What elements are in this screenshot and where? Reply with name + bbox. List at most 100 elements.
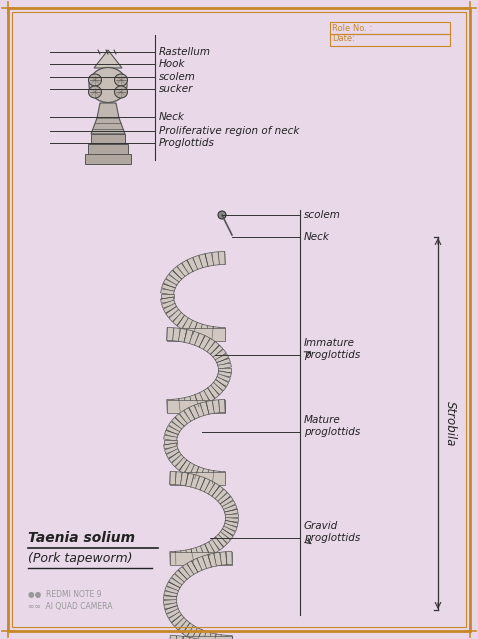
- Polygon shape: [169, 270, 182, 282]
- Polygon shape: [175, 458, 187, 470]
- Polygon shape: [203, 388, 215, 401]
- Polygon shape: [182, 318, 193, 332]
- Polygon shape: [213, 471, 220, 484]
- Text: ∞∞  AI QUAD CAMERA: ∞∞ AI QUAD CAMERA: [28, 602, 112, 611]
- Polygon shape: [164, 446, 178, 454]
- Text: scolem: scolem: [159, 72, 196, 82]
- Polygon shape: [189, 395, 199, 409]
- Polygon shape: [184, 330, 193, 344]
- Polygon shape: [208, 553, 217, 567]
- Polygon shape: [195, 466, 204, 481]
- Polygon shape: [183, 564, 194, 577]
- Ellipse shape: [115, 86, 128, 98]
- Polygon shape: [173, 399, 180, 412]
- Polygon shape: [163, 596, 177, 601]
- Polygon shape: [222, 526, 235, 535]
- Polygon shape: [167, 328, 225, 341]
- Text: Date:: Date:: [332, 34, 355, 43]
- Polygon shape: [173, 266, 185, 280]
- Polygon shape: [200, 478, 210, 492]
- Polygon shape: [177, 315, 189, 329]
- Polygon shape: [175, 570, 187, 583]
- Polygon shape: [180, 472, 188, 486]
- Polygon shape: [226, 551, 232, 565]
- Text: Mature
proglottids: Mature proglottids: [304, 415, 360, 437]
- Polygon shape: [179, 410, 191, 424]
- Text: Neck: Neck: [159, 112, 185, 122]
- Polygon shape: [161, 294, 174, 298]
- Polygon shape: [203, 631, 211, 639]
- Polygon shape: [197, 557, 206, 571]
- Polygon shape: [169, 578, 182, 589]
- Polygon shape: [163, 279, 177, 289]
- Polygon shape: [220, 635, 227, 639]
- Polygon shape: [173, 312, 185, 325]
- Polygon shape: [220, 529, 233, 539]
- Polygon shape: [163, 443, 177, 449]
- Polygon shape: [199, 324, 208, 338]
- Polygon shape: [200, 468, 209, 482]
- Polygon shape: [220, 497, 233, 507]
- Polygon shape: [215, 353, 228, 364]
- Polygon shape: [206, 252, 214, 266]
- Polygon shape: [195, 403, 204, 417]
- Polygon shape: [88, 144, 128, 154]
- Polygon shape: [161, 289, 174, 295]
- Polygon shape: [212, 327, 219, 340]
- Polygon shape: [218, 363, 231, 369]
- Bar: [330, 34, 450, 46]
- Polygon shape: [164, 430, 178, 438]
- Polygon shape: [225, 518, 239, 522]
- Text: Role No. :: Role No. :: [332, 24, 372, 33]
- Polygon shape: [217, 374, 230, 382]
- Polygon shape: [162, 284, 175, 292]
- Polygon shape: [208, 483, 219, 497]
- Polygon shape: [210, 345, 223, 358]
- Polygon shape: [172, 417, 184, 429]
- Polygon shape: [177, 263, 189, 277]
- Polygon shape: [164, 591, 177, 597]
- Text: Gravid
proglottids: Gravid proglottids: [304, 521, 360, 543]
- Polygon shape: [166, 608, 180, 618]
- Text: scolem: scolem: [304, 210, 341, 220]
- Polygon shape: [193, 323, 203, 337]
- Ellipse shape: [88, 86, 101, 98]
- Polygon shape: [185, 473, 194, 487]
- Polygon shape: [213, 400, 220, 413]
- Polygon shape: [215, 489, 227, 502]
- Polygon shape: [163, 440, 176, 444]
- Polygon shape: [208, 633, 217, 639]
- Polygon shape: [170, 551, 232, 564]
- Polygon shape: [172, 615, 185, 626]
- Polygon shape: [200, 401, 209, 415]
- Polygon shape: [167, 328, 174, 341]
- Polygon shape: [166, 449, 180, 458]
- Polygon shape: [162, 300, 175, 308]
- Polygon shape: [213, 380, 226, 390]
- Polygon shape: [225, 509, 238, 516]
- Polygon shape: [200, 544, 210, 558]
- Polygon shape: [199, 335, 210, 350]
- Polygon shape: [220, 551, 227, 565]
- Polygon shape: [182, 636, 190, 639]
- Polygon shape: [172, 454, 184, 466]
- Polygon shape: [187, 561, 198, 574]
- Polygon shape: [218, 252, 225, 265]
- Polygon shape: [192, 627, 202, 639]
- Polygon shape: [208, 539, 219, 553]
- Polygon shape: [175, 551, 182, 564]
- Polygon shape: [170, 472, 176, 484]
- Polygon shape: [212, 252, 219, 265]
- Polygon shape: [178, 397, 186, 412]
- Polygon shape: [222, 500, 235, 510]
- Polygon shape: [218, 327, 225, 341]
- Polygon shape: [183, 623, 194, 636]
- Polygon shape: [206, 401, 214, 414]
- Polygon shape: [179, 460, 191, 473]
- Polygon shape: [195, 333, 205, 348]
- Polygon shape: [191, 474, 199, 488]
- Polygon shape: [218, 371, 231, 377]
- Polygon shape: [178, 567, 190, 580]
- Polygon shape: [94, 50, 122, 68]
- Polygon shape: [169, 452, 182, 463]
